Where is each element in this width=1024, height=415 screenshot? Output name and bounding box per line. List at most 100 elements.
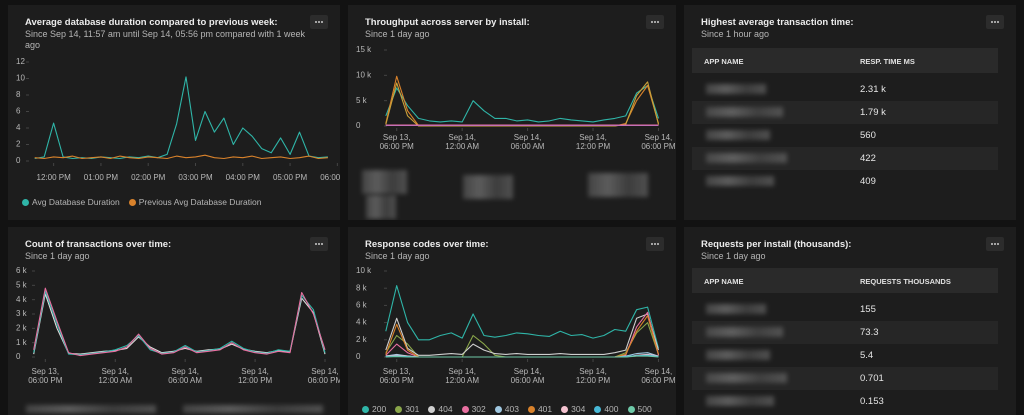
y-tick-label: 6 k	[356, 301, 368, 310]
menu-button[interactable]	[646, 237, 664, 251]
legend-item: Avg Database Duration	[22, 197, 120, 207]
panel-title: Throughput across server by install:	[365, 17, 530, 28]
menu-dot	[651, 21, 653, 23]
blurred-app-name	[706, 107, 783, 117]
panel: Response codes over time: Since 1 day ago…	[348, 227, 676, 415]
legend-swatch	[527, 406, 535, 413]
blurred-app-name	[706, 350, 770, 360]
chart: 0 2 k 4 k 6 k 8 k 10 k	[356, 266, 660, 362]
blurred-app-name	[706, 327, 783, 337]
x-tick-label: Sep 13, 06:00 PM	[379, 367, 414, 385]
legend-swatch	[594, 406, 602, 413]
x-tick-label: 01:00 PM	[83, 173, 119, 182]
panel-title: Average database duration compared to pr…	[25, 17, 278, 28]
menu-button[interactable]	[986, 237, 1004, 251]
legend-item: 400	[594, 404, 619, 414]
series-line	[33, 293, 326, 355]
panel: Requests per install (thousands): Since 1…	[684, 227, 1016, 415]
x-tick-label: 05:00 PM	[272, 173, 308, 182]
table-header: APP NAME REQUESTS THOUSANDS	[692, 268, 998, 293]
legend-item: 304	[561, 404, 585, 414]
x-tick-label: Sep 14, 06:00 PM	[641, 133, 676, 151]
panel-subtitle: Since 1 day ago	[25, 251, 90, 261]
x-tick-label: 12:00 PM	[36, 173, 71, 182]
legend-item: Previous Avg Database Duration	[128, 197, 262, 207]
menu-dot	[654, 243, 656, 245]
cell-value: 73.3	[860, 327, 879, 338]
legend-label: 401	[537, 404, 553, 414]
legend-item: 404	[428, 404, 453, 414]
panel-subtitle: Since 1 day ago	[365, 251, 430, 261]
menu-button[interactable]	[310, 237, 328, 251]
legend-label: 304	[571, 404, 586, 414]
x-tick-label: 03:00 PM	[178, 173, 213, 182]
legend-label: 500	[637, 404, 652, 414]
panel-title: Requests per install (thousands):	[701, 239, 852, 250]
panel: Average database duration compared to pr…	[8, 5, 340, 220]
legend-swatch	[461, 406, 469, 413]
menu-button[interactable]	[310, 15, 328, 29]
panel: Highest average transaction time: Since 1…	[684, 5, 1016, 220]
y-tick-label: 0	[356, 121, 361, 130]
menu-dot	[991, 243, 993, 245]
header-app-name: APP NAME	[704, 277, 744, 286]
panel-title: Highest average transaction time:	[701, 17, 854, 28]
table-row: 0.153	[692, 390, 998, 413]
menu-button[interactable]	[986, 15, 1004, 29]
legend-swatch	[22, 199, 29, 206]
menu-dot	[315, 21, 317, 23]
menu-dot	[657, 21, 659, 23]
legend-label: 404	[438, 404, 453, 414]
x-tick-label: Sep 14, 12:00 PM	[575, 133, 611, 151]
panel-subtitle: Since 1 hour ago	[701, 29, 770, 39]
blurred-legend	[26, 405, 156, 413]
x-tick-label: Sep 14, 06:00 AM	[510, 367, 545, 385]
blurred-legend	[183, 405, 323, 413]
chart: 0 2 4 6 8 10 12	[16, 57, 338, 166]
y-tick-label: 0	[16, 352, 21, 361]
chart: 0 1 k 2 k 3 k 4 k 5 k 6 k	[16, 266, 326, 362]
menu-dot	[994, 243, 996, 245]
y-tick-label: 4	[16, 123, 21, 132]
menu-dot	[318, 243, 320, 245]
y-tick-label: 4 k	[356, 318, 368, 327]
cell-value: 5.4	[860, 350, 874, 361]
panel-subtitle: Since 1 day ago	[701, 251, 766, 261]
menu-dot	[651, 243, 653, 245]
legend-item: 200	[362, 404, 386, 414]
y-tick-label: 10 k	[356, 266, 372, 275]
legend-item: 302	[461, 404, 486, 414]
menu-dot	[654, 21, 656, 23]
y-tick-label: 3 k	[16, 309, 28, 318]
y-tick-label: 8	[16, 90, 21, 99]
legend-swatch	[428, 406, 436, 413]
header-value: REQUESTS THOUSANDS	[860, 277, 951, 286]
legend-swatch	[561, 406, 569, 413]
x-tick-label: Sep 13, 06:00 PM	[28, 367, 63, 385]
blurred-app-name	[706, 396, 774, 406]
x-tick-label: 04:00 PM	[225, 173, 260, 182]
menu-dot	[315, 243, 317, 245]
menu-button[interactable]	[646, 15, 664, 29]
table-row: 422	[692, 147, 998, 170]
table-row: 409	[692, 170, 998, 193]
legend-item: 500	[627, 404, 652, 414]
y-tick-label: 12	[16, 57, 25, 66]
x-tick-label: Sep 14, 06:00 AM	[510, 133, 545, 151]
x-tick-label: Sep 14, 12:00 AM	[445, 133, 480, 151]
x-tick-label: Sep 14, 12:00 AM	[445, 367, 480, 385]
cell-value: 2.31 k	[860, 84, 886, 95]
legend-label: Previous Avg Database Duration	[138, 197, 262, 207]
panel: Count of transactions over time: Since 1 …	[8, 227, 340, 415]
x-tick-label: Sep 14, 06:00 PM	[641, 367, 676, 385]
blurred-legend	[588, 173, 648, 197]
menu-dot	[318, 21, 320, 23]
y-tick-label: 1 k	[16, 338, 28, 347]
y-tick-label: 0	[16, 156, 21, 165]
blurred-app-name	[706, 304, 766, 314]
series-line	[385, 81, 660, 127]
cell-value: 560	[860, 130, 876, 141]
cell-value: 155	[860, 304, 876, 315]
panel-title: Response codes over time:	[365, 239, 489, 250]
